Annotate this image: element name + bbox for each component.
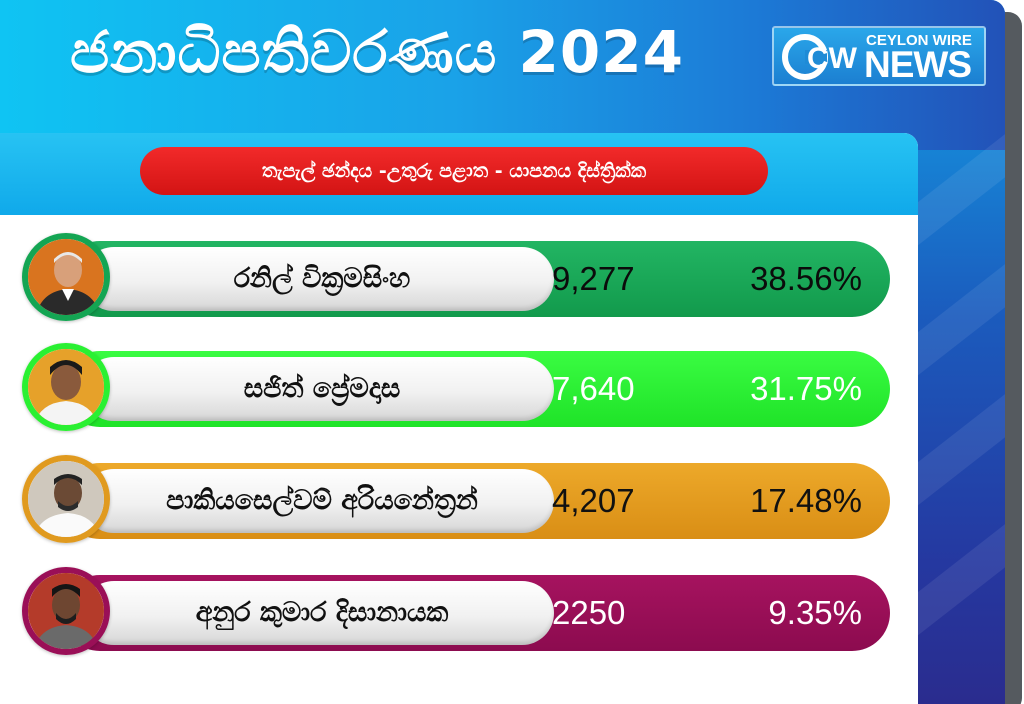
candidate-portrait-icon xyxy=(28,573,104,649)
candidate-name: රනිල් වික්‍රමසිංහ xyxy=(233,263,411,294)
vote-percent: 31.75% xyxy=(750,370,862,407)
vote-count: 2250 xyxy=(552,594,626,631)
candidate-portrait-icon xyxy=(28,349,104,425)
candidate-portrait-icon xyxy=(28,461,104,537)
vote-percent: 17.48% xyxy=(750,482,862,519)
vote-percent: 38.56% xyxy=(750,260,862,297)
name-pill: රනිල් වික්‍රමසිංහ xyxy=(82,247,554,311)
candidate-row: රනිල් වික්‍රමසිංහ 9,277 38.56% xyxy=(22,233,890,321)
candidate-row: සජිත් ප්‍රේමදාස 7,640 31.75% xyxy=(22,343,890,431)
page-title: ජනාධිපතිවරණය 2024 xyxy=(70,18,684,86)
name-pill: අනුර කුමාර දිසානායක xyxy=(82,581,554,645)
subtitle-text: තැපැල් ඡන්දය -උතුරු පළාත - යාපනය දිස්ත්‍… xyxy=(261,160,647,182)
logo-top-text: CEYLON WIRE xyxy=(866,32,972,49)
name-pill: සජිත් ප්‍රේමදාස xyxy=(82,357,554,421)
candidate-avatar xyxy=(22,567,110,655)
cw-logo-icon: CW xyxy=(782,34,858,80)
name-pill: පාකියසෙල්වම් අරියනේත්‍රන් xyxy=(82,469,554,533)
candidate-name: අනුර කුමාර දිසානායක xyxy=(195,597,449,628)
vote-count: 7,640 xyxy=(552,370,635,407)
vote-count: 9,277 xyxy=(552,260,635,297)
ceylon-wire-news-logo: CW CEYLON WIRE NEWS xyxy=(772,26,986,86)
candidate-avatar xyxy=(22,233,110,321)
vote-percent: 9.35% xyxy=(768,594,862,631)
card-header: තැපැල් ඡන්දය -උතුරු පළාත - යාපනය දිස්ත්‍… xyxy=(0,133,918,215)
candidate-row: පාකියසෙල්වම් අරියනේත්‍රන් 4,207 17.48% xyxy=(22,455,890,543)
logo-bottom-text: NEWS xyxy=(864,44,972,85)
results-card: තැපැල් ඡන්දය -උතුරු පළාත - යාපනය දිස්ත්‍… xyxy=(0,133,918,704)
candidate-portrait-icon xyxy=(28,239,104,315)
candidate-name: සජිත් ප්‍රේමදාස xyxy=(243,373,401,404)
candidate-row: අනුර කුමාර දිසානායක 2250 9.35% xyxy=(22,567,890,655)
logo-mark-text: CW xyxy=(807,42,858,75)
candidate-avatar xyxy=(22,343,110,431)
vote-count: 4,207 xyxy=(552,482,635,519)
candidate-name: පාකියසෙල්වම් අරියනේත්‍රන් xyxy=(166,485,478,516)
candidate-avatar xyxy=(22,455,110,543)
subtitle-banner: තැපැල් ඡන්දය -උතුරු පළාත - යාපනය දිස්ත්‍… xyxy=(140,147,768,195)
